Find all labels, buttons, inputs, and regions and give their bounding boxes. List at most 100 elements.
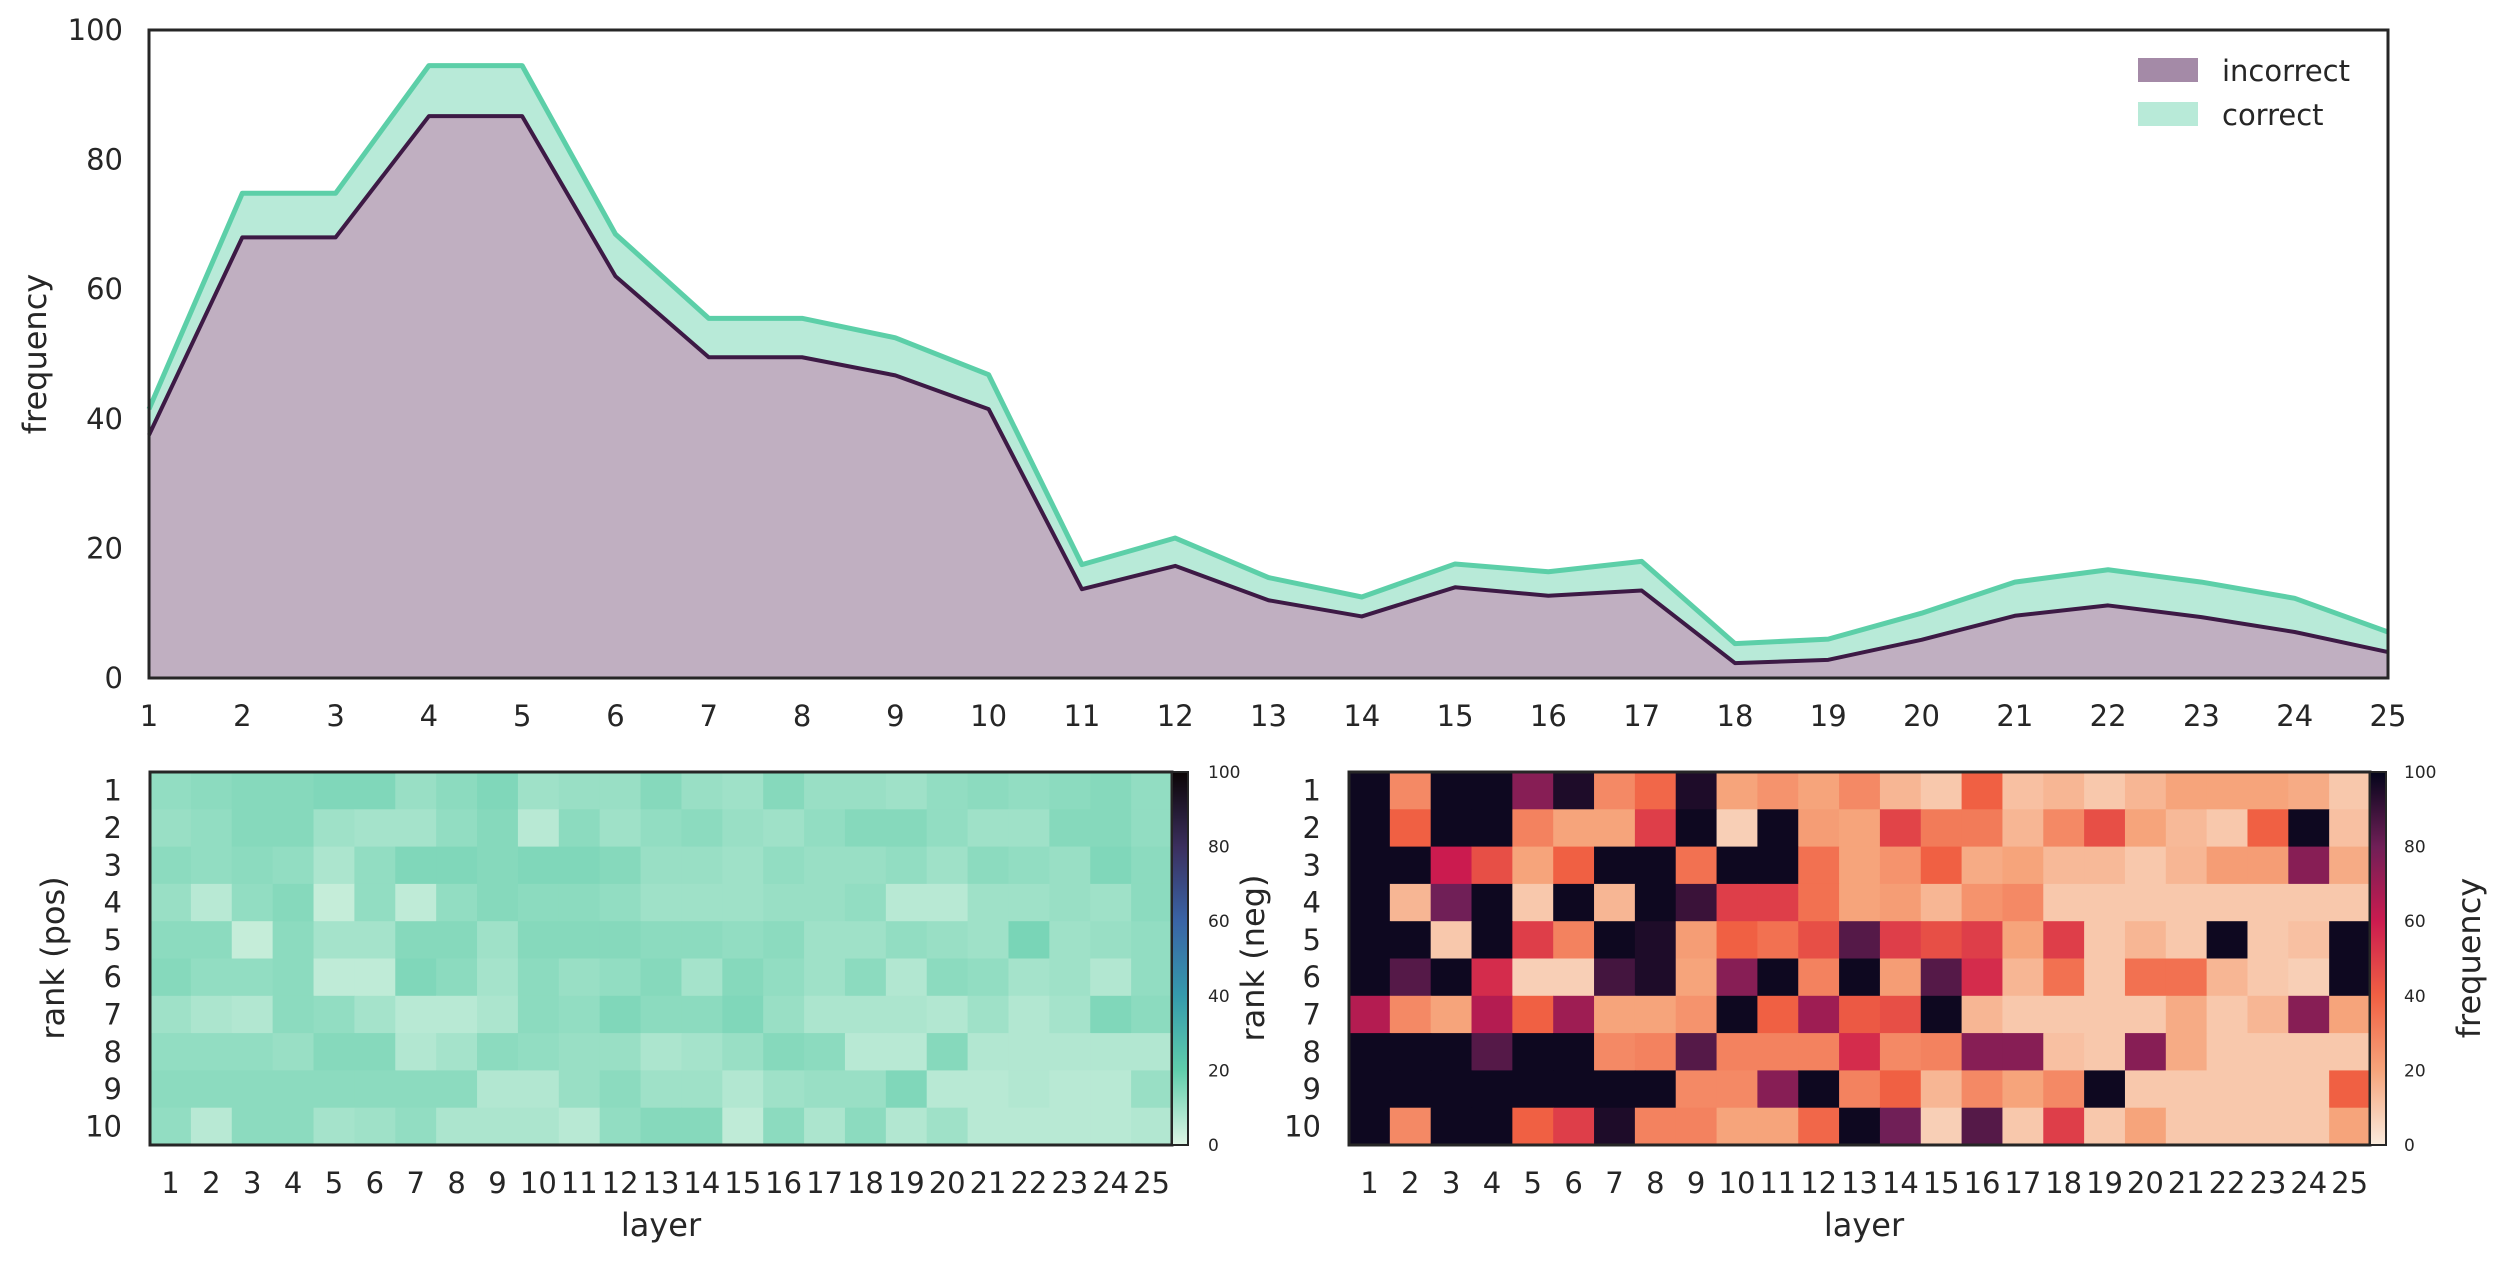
- heatmap-y-tick-label: 5: [104, 923, 122, 957]
- heatmap-cell: [2165, 958, 2208, 997]
- colorbar-tick-label: 80: [2404, 838, 2426, 858]
- heatmap-x-tick-label: 24: [2290, 1166, 2327, 1200]
- colorbar-tick-label: 20: [1208, 1061, 1230, 1081]
- heatmap-cell: [1131, 1070, 1173, 1109]
- heatmap-cell: [844, 1107, 887, 1146]
- heatmap-cell: [1757, 1107, 1799, 1146]
- heatmap-cell: [967, 1107, 1010, 1146]
- area-x-tick-label: 11: [1063, 699, 1100, 733]
- heatmap-cell: [2206, 921, 2249, 960]
- heatmap-cell: [1961, 1033, 2004, 1071]
- heatmap-x-tick-label: 25: [1133, 1166, 1170, 1200]
- heatmap-cell: [926, 809, 969, 848]
- heatmap-neg-cells: [1349, 772, 2371, 1146]
- heatmap-cell: [2329, 1033, 2371, 1071]
- heatmap-cell: [1920, 1107, 1963, 1146]
- heatmap-cell: [2247, 846, 2289, 885]
- heatmap-cell: [2124, 995, 2167, 1034]
- heatmap-cell: [1757, 1070, 1799, 1109]
- heatmap-cell: [558, 809, 601, 848]
- heatmap-cell: [1798, 921, 1840, 960]
- heatmap-cell: [477, 772, 519, 810]
- heatmap-cell: [804, 1033, 846, 1071]
- colorbar-neg-label: frequency: [2450, 878, 2488, 1039]
- heatmap-cell: [2043, 995, 2085, 1034]
- heatmap-cell: [190, 1033, 233, 1071]
- heatmap-cell: [354, 883, 396, 922]
- heatmap-cell: [967, 883, 1010, 922]
- heatmap-x-tick-label: 21: [970, 1166, 1007, 1200]
- heatmap-cell: [1920, 846, 1963, 885]
- area-x-tick-label: 1: [140, 699, 158, 733]
- heatmap-cell: [1512, 846, 1554, 885]
- heatmap-x-tick-label: 11: [1759, 1166, 1796, 1200]
- heatmap-cell: [2206, 846, 2249, 885]
- area-y-tick-label: 60: [86, 272, 123, 306]
- heatmap-cell: [1920, 1033, 1963, 1071]
- heatmap-cell: [2288, 995, 2330, 1034]
- heatmap-cell: [844, 883, 887, 922]
- heatmap-cell: [967, 958, 1010, 997]
- heatmap-cell: [1553, 958, 1595, 997]
- heatmap-cell: [1798, 958, 1840, 997]
- heatmap-cell: [763, 1033, 805, 1071]
- area-x-tick-label: 24: [2276, 699, 2313, 733]
- heatmap-cell: [558, 1070, 601, 1109]
- heatmap-cell: [272, 883, 315, 922]
- heatmap-x-tick-label: 6: [366, 1166, 384, 1200]
- heatmap-cell: [599, 883, 642, 922]
- heatmap-cell: [1008, 846, 1050, 885]
- heatmap-cell: [2084, 772, 2126, 810]
- heatmap-x-tick-label: 19: [888, 1166, 925, 1200]
- heatmap-cell: [313, 1033, 355, 1071]
- heatmap-cell: [763, 995, 805, 1034]
- heatmap-y-tick-label: 10: [1284, 1109, 1321, 1143]
- heatmap-cell: [1757, 883, 1799, 922]
- heatmap-cell: [1594, 883, 1636, 922]
- heatmap-cell: [1961, 772, 2004, 810]
- heatmap-cell: [1349, 1033, 1391, 1071]
- heatmap-cell: [804, 809, 846, 848]
- heatmap-cell: [599, 1107, 642, 1146]
- heatmap-cell: [231, 1033, 274, 1071]
- heatmap-cell: [967, 772, 1010, 810]
- heatmap-cell: [681, 1107, 723, 1146]
- heatmap-cell: [2288, 1033, 2330, 1071]
- heatmap-cell: [313, 1107, 355, 1146]
- heatmap-y-tick-label: 1: [104, 774, 122, 808]
- heatmap-cell: [804, 772, 846, 810]
- heatmap-cell: [436, 809, 478, 848]
- heatmap-cell: [272, 772, 315, 810]
- heatmap-cell: [354, 809, 396, 848]
- heatmap-cell: [1879, 1033, 1922, 1071]
- heatmap-cell: [1349, 883, 1391, 922]
- heatmap-cell: [763, 772, 805, 810]
- heatmap-cell: [2165, 921, 2208, 960]
- heatmap-cell: [885, 1070, 928, 1109]
- heatmap-cell: [1879, 772, 1922, 810]
- legend-label-incorrect: incorrect: [2222, 54, 2350, 88]
- heatmap-x-tick-label: 22: [2209, 1166, 2246, 1200]
- heatmap-cell: [1471, 958, 1513, 997]
- colorbar-tick-label: 40: [2404, 987, 2426, 1007]
- heatmap-cell: [272, 1033, 315, 1071]
- heatmap-cell: [150, 1033, 192, 1071]
- legend: incorrect correct: [2138, 54, 2350, 132]
- heatmap-cell: [2247, 958, 2289, 997]
- heatmap-cell: [190, 846, 233, 885]
- colorbar-tick-label: 60: [2404, 912, 2426, 932]
- heatmap-cell: [1675, 1070, 1718, 1109]
- heatmap-cell: [436, 995, 478, 1034]
- heatmap-cell: [517, 846, 560, 885]
- heatmap-cell: [844, 921, 887, 960]
- heatmap-cell: [804, 1107, 846, 1146]
- heatmap-cell: [2247, 1107, 2289, 1146]
- heatmap-cell: [2288, 883, 2330, 922]
- heatmap-cell: [1512, 772, 1554, 810]
- heatmap-cell: [1471, 846, 1513, 885]
- heatmap-y-tick-label: 6: [1303, 960, 1321, 994]
- heatmap-cell: [2002, 846, 2044, 885]
- heatmap-cell: [1798, 772, 1840, 810]
- heatmap-cell: [599, 1070, 642, 1109]
